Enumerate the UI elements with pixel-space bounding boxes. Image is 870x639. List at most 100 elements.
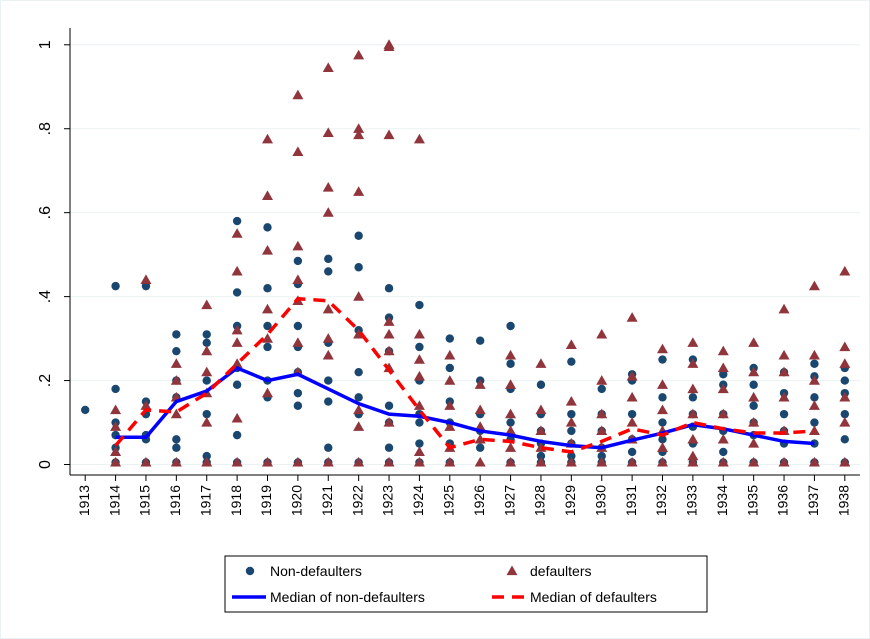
point <box>474 404 486 415</box>
x-tick-label: 1938 <box>836 485 852 516</box>
point <box>688 393 698 402</box>
point <box>658 435 667 444</box>
point <box>658 393 667 402</box>
point <box>383 345 395 356</box>
point <box>444 421 456 431</box>
point <box>839 265 851 276</box>
point <box>627 409 637 419</box>
x-tick-label: 1917 <box>197 485 213 516</box>
point <box>292 89 304 100</box>
point <box>717 433 729 444</box>
legend-symbol <box>245 566 255 576</box>
point <box>474 379 486 389</box>
point <box>808 280 820 291</box>
point <box>322 127 334 138</box>
point <box>231 358 243 368</box>
x-tick-label: 1914 <box>106 485 122 516</box>
point <box>80 405 90 415</box>
x-tick-label: 1915 <box>137 485 153 516</box>
point <box>293 256 303 266</box>
point <box>172 330 181 339</box>
point <box>263 284 272 293</box>
point <box>839 391 851 402</box>
point <box>263 223 272 232</box>
legend-label: defaulters <box>530 563 591 579</box>
point <box>840 376 850 385</box>
point <box>170 456 182 467</box>
point <box>474 456 486 467</box>
point <box>231 412 243 423</box>
point <box>293 388 303 398</box>
point <box>565 456 577 467</box>
x-tick-label: 1929 <box>562 485 578 516</box>
point <box>749 380 758 389</box>
point <box>201 456 213 467</box>
x-tick-label: 1919 <box>258 485 274 516</box>
point <box>626 370 638 381</box>
point <box>413 328 425 339</box>
y-tick-label: .6 <box>37 206 54 219</box>
point <box>505 442 517 452</box>
point <box>140 400 152 410</box>
point <box>322 181 334 192</box>
point <box>475 336 485 345</box>
point <box>322 207 334 217</box>
median-line <box>114 296 815 454</box>
point <box>778 303 790 314</box>
point <box>172 443 181 452</box>
point <box>810 393 819 402</box>
point <box>596 328 608 339</box>
point <box>687 450 699 461</box>
point <box>749 401 758 410</box>
point <box>626 417 638 427</box>
point <box>748 417 760 427</box>
point <box>717 383 729 394</box>
point <box>324 254 333 264</box>
point <box>110 421 122 431</box>
point <box>231 324 243 335</box>
point <box>687 408 699 419</box>
point <box>140 456 152 467</box>
point <box>657 456 668 467</box>
point <box>110 456 122 467</box>
point <box>202 409 211 419</box>
point <box>717 408 729 419</box>
point <box>354 393 363 402</box>
point <box>505 379 517 389</box>
point <box>262 333 273 343</box>
x-tick-label: 1928 <box>532 485 548 516</box>
point <box>353 404 365 415</box>
point <box>597 384 606 394</box>
point <box>170 408 182 419</box>
point <box>748 456 760 467</box>
point <box>384 284 394 293</box>
point <box>779 409 789 419</box>
point <box>202 338 211 347</box>
point <box>413 400 425 410</box>
point <box>354 231 363 240</box>
point <box>232 216 242 226</box>
x-tick-label: 1931 <box>623 485 639 516</box>
point <box>505 349 517 360</box>
y-tick-label: .2 <box>37 374 54 387</box>
x-tick-label: 1932 <box>653 485 669 516</box>
point <box>778 349 790 360</box>
legend-label: Median of defaulters <box>530 589 657 605</box>
point <box>324 267 333 276</box>
point <box>840 435 850 444</box>
x-tick-label: 1916 <box>167 485 183 516</box>
point <box>657 343 668 354</box>
point <box>596 375 608 385</box>
point <box>293 321 303 331</box>
point <box>808 349 820 360</box>
point <box>111 281 120 291</box>
point <box>383 316 395 326</box>
point <box>444 349 456 360</box>
point <box>808 400 820 410</box>
point <box>202 451 211 461</box>
point <box>717 456 729 467</box>
point <box>565 396 577 406</box>
point <box>506 321 515 331</box>
point <box>413 370 425 381</box>
point <box>111 384 120 394</box>
